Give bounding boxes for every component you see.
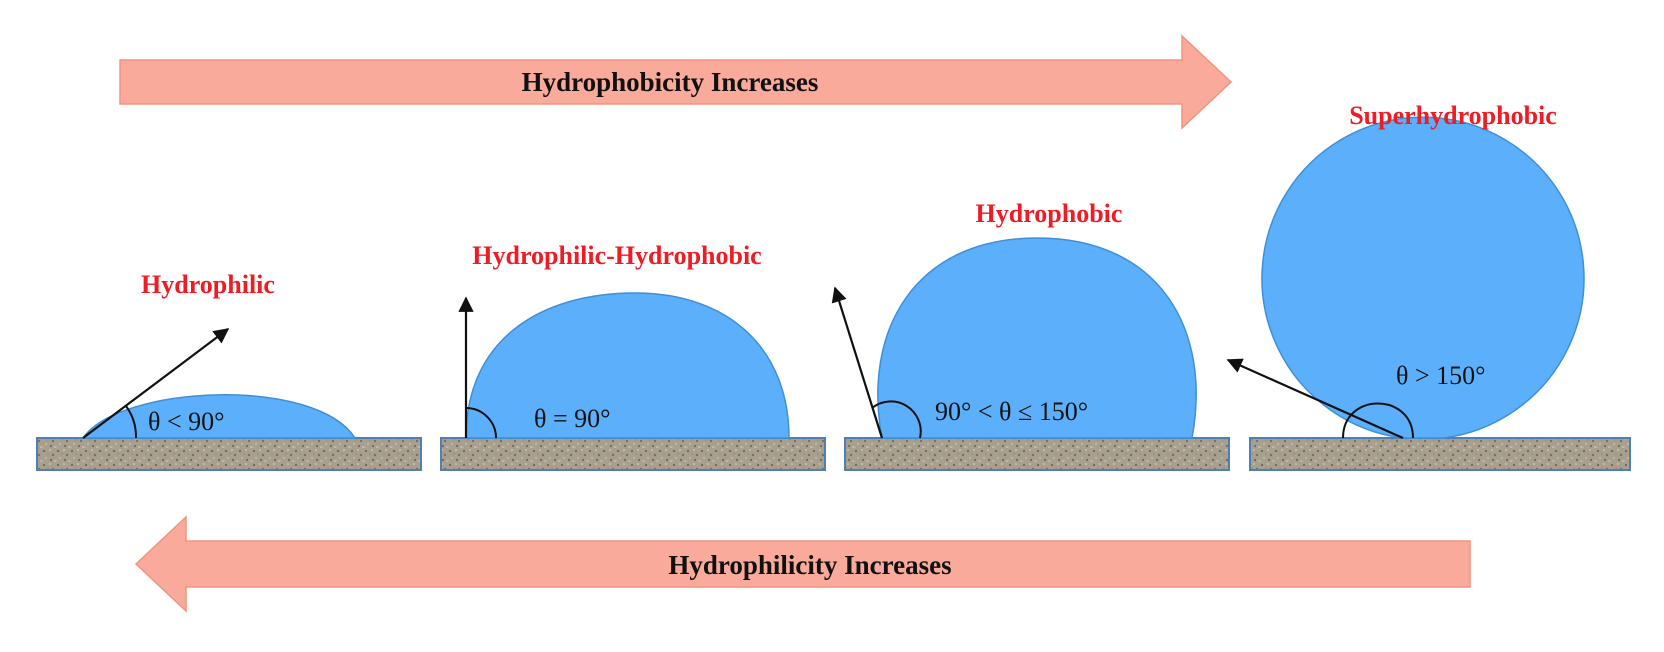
contact-angle-arrow [831, 286, 884, 439]
substrate [1249, 437, 1631, 471]
bottom-arrow-shape [134, 515, 1471, 613]
angle-arc [125, 405, 138, 439]
contact-angle-arrow [82, 328, 230, 439]
angle-label: θ > 150° [1396, 361, 1486, 390]
state-label: Superhydrophobic [1349, 101, 1557, 130]
state-label: Hydrophilic [141, 270, 275, 299]
top-arrow: Hydrophobicity Increases [119, 34, 1233, 130]
top-arrow-label: Hydrophobicity Increases [522, 67, 819, 97]
contact-angle-arrow [1226, 358, 1404, 440]
angle-arc [871, 400, 922, 439]
state-label: Hydrophilic-Hydrophobic [472, 241, 761, 270]
substrate [36, 437, 422, 471]
angle-arc [465, 407, 497, 439]
angle-label: θ = 90° [534, 404, 611, 433]
angle-arc [1342, 402, 1414, 439]
angle-label: θ < 90° [148, 407, 225, 436]
droplet [465, 292, 790, 439]
droplet [877, 237, 1197, 439]
substrate [440, 437, 826, 471]
angle-label: 90° < θ ≤ 150° [935, 397, 1088, 426]
bottom-arrow-label: Hydrophilicity Increases [668, 550, 951, 580]
state-hydrophilic: Hydrophilic θ < 90° [36, 270, 422, 471]
state-hydrophobic: Hydrophobic 90° < θ ≤ 150° [831, 199, 1230, 471]
state-label: Hydrophobic [976, 199, 1123, 228]
droplet [1261, 116, 1585, 439]
state-hydrophilic-hydrophobic: Hydrophilic-Hydrophobic θ = 90° [440, 241, 826, 471]
top-arrow-shape [119, 34, 1233, 130]
substrate [844, 437, 1230, 471]
bottom-arrow: Hydrophilicity Increases [134, 515, 1471, 613]
state-superhydrophobic: Superhydrophobic θ > 150° [1226, 101, 1631, 471]
